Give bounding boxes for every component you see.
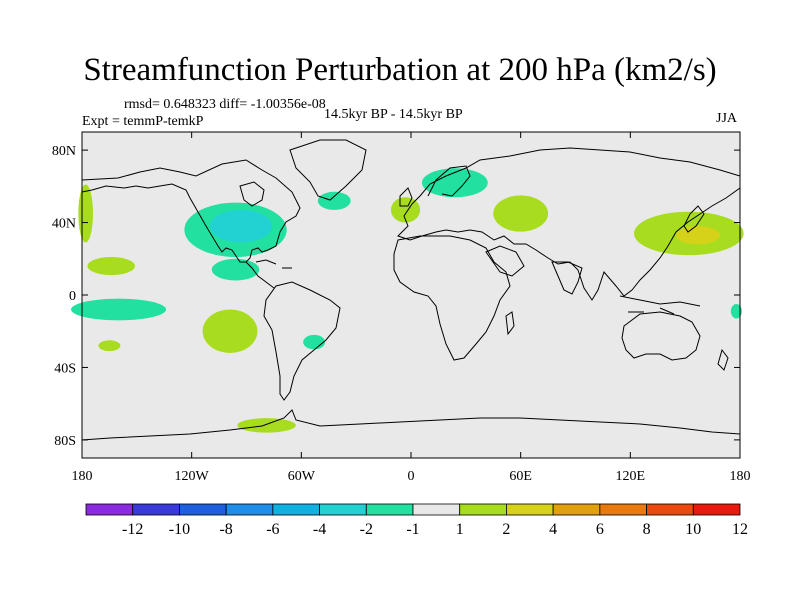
period-label: 14.5kyr BP - 14.5kyr BP	[324, 107, 463, 122]
coast-greenland	[289, 139, 367, 201]
colorbar-label: 4	[549, 521, 557, 538]
colorbar-label: 10	[685, 521, 701, 538]
colorbar-box-10	[552, 503, 601, 516]
anomaly-region-4	[421, 168, 488, 198]
colorbar-box-7	[412, 503, 461, 516]
coast-southeast-asia-islands	[619, 295, 701, 315]
coast-central-america	[245, 261, 275, 289]
experiment-label: Expt = temmP-temkP	[82, 114, 204, 129]
colorbar-box-11	[599, 503, 647, 516]
coast-arabia	[485, 245, 525, 277]
colorbar-box-5	[319, 503, 367, 516]
colorbar-label: -6	[266, 521, 279, 538]
coast-india	[551, 261, 583, 295]
colorbar-label: 6	[596, 521, 604, 538]
colorbar-box-8	[459, 503, 507, 516]
colorbar-label: -2	[360, 521, 373, 538]
anomaly-region-10	[87, 256, 136, 276]
x-tick-label: 120W	[175, 469, 210, 484]
coast-antarctica	[81, 409, 741, 441]
anomaly-region-13	[98, 340, 121, 352]
colorbar-box-3	[225, 503, 274, 516]
y-tick-label: 40S	[54, 361, 76, 376]
colorbar-box-2	[179, 503, 227, 516]
colorbar-label: -12	[122, 521, 143, 538]
x-tick-label: 60E	[509, 469, 532, 484]
coast-japan	[683, 205, 705, 233]
colorbar-box-1	[132, 503, 180, 516]
anomaly-region-9	[78, 184, 93, 243]
coast-south-america	[263, 281, 341, 401]
colorbar-box-9	[506, 503, 554, 516]
x-tick-label: 180	[730, 469, 751, 484]
y-tick-label: 0	[69, 289, 76, 304]
x-tick-label: 120E	[616, 469, 646, 484]
coast-new-zealand	[717, 348, 729, 371]
colorbar-label: 2	[502, 521, 510, 538]
coast-hudson-bay	[239, 181, 265, 207]
coast-british-isles	[399, 187, 413, 207]
y-tick-label: 80S	[54, 434, 76, 449]
x-tick-label: 180	[72, 469, 93, 484]
anomaly-region-16	[237, 418, 296, 433]
anomaly-region-11	[71, 298, 167, 321]
colorbar-box-12	[646, 503, 694, 516]
anomaly-region-15	[303, 334, 326, 350]
coast-north-america	[81, 159, 301, 263]
rmsd-diff-stats: rmsd= 0.648323 diff= -1.00356e-08	[124, 97, 326, 112]
colorbar-box-4	[272, 503, 320, 516]
anomaly-region-12	[730, 304, 742, 319]
x-tick-label: 60W	[288, 469, 316, 484]
colorbar-label: -10	[169, 521, 190, 538]
coast-africa	[393, 235, 511, 361]
colorbar-label: 12	[732, 521, 748, 538]
colorbar-label: 1	[456, 521, 464, 538]
anomaly-region-1	[209, 209, 273, 243]
colorbar-box-6	[365, 503, 414, 516]
colorbar-label: -4	[313, 521, 326, 538]
colorbar-box-0	[85, 503, 134, 516]
axis-ticks: 180 120W 60W 0 60E 120E 180 80N 40N 0 40S 80S	[52, 132, 751, 484]
colorbar-box-13	[692, 503, 741, 516]
colorbar-label: -1	[406, 521, 419, 538]
anomaly-region-2	[211, 258, 260, 281]
y-tick-label: 80N	[52, 144, 76, 159]
map-background	[82, 132, 740, 458]
colorbar-label: -8	[219, 521, 232, 538]
coastlines	[81, 139, 741, 441]
chart-title: Streamfunction Perturbation at 200 hPa (…	[83, 52, 717, 88]
coast-madagascar	[505, 311, 515, 336]
coast-australia	[621, 311, 701, 361]
anomaly-region-8	[676, 226, 720, 245]
anomaly-region-14	[202, 309, 258, 353]
colorbar-label: 8	[643, 521, 651, 538]
anomaly-region-3	[317, 191, 351, 210]
anomaly-layer	[71, 168, 744, 433]
coast-caribbean	[255, 259, 292, 269]
colorbar: -12 -10 -8 -6 -4 -2 -1 1 2 4 6 8 10 12	[85, 503, 748, 538]
coast-scandinavia	[427, 165, 471, 197]
coast-eurasia	[397, 147, 741, 301]
anomaly-region-6	[493, 195, 549, 232]
season-label: JJA	[716, 111, 738, 126]
y-tick-label: 40N	[52, 217, 76, 232]
x-tick-label: 0	[408, 469, 415, 484]
